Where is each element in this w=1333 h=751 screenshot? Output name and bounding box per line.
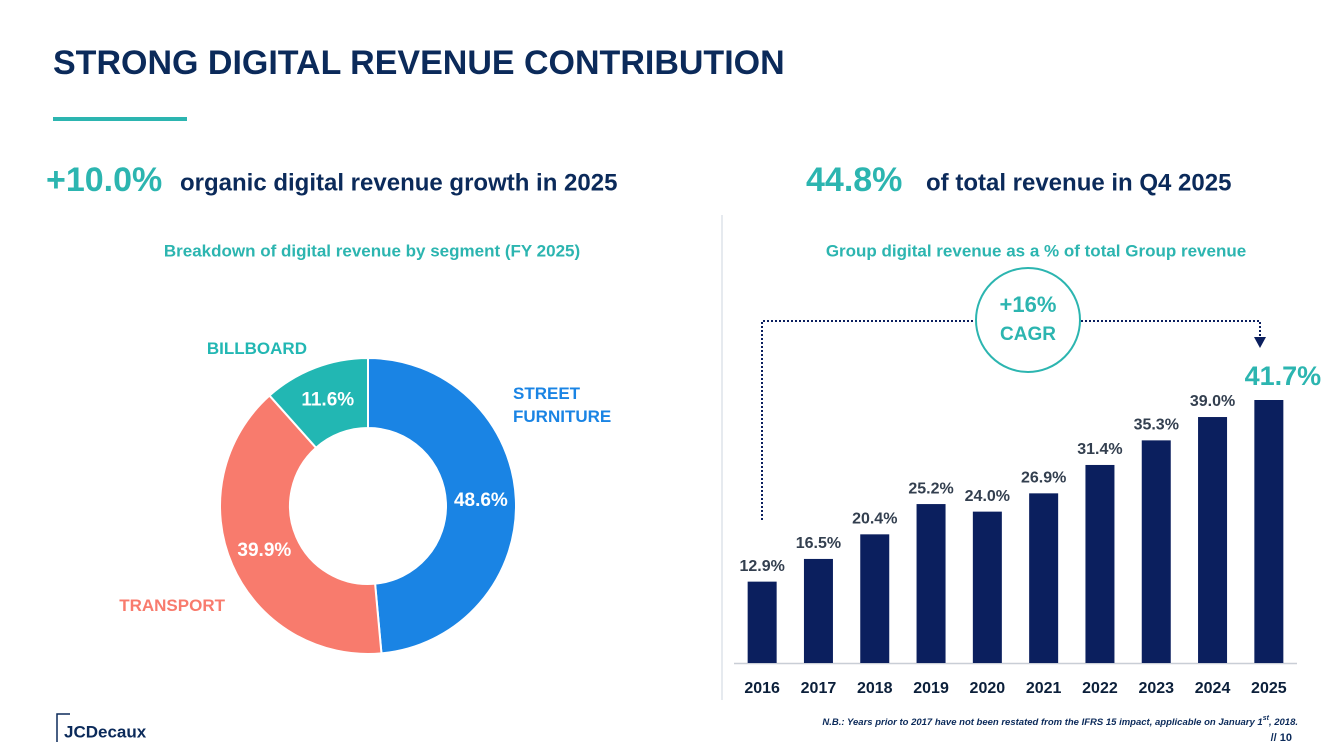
data-label: 26.9% <box>1021 470 1066 487</box>
data-label: 24.0% <box>965 488 1010 505</box>
cagr-circle <box>975 267 1081 373</box>
data-label: 48.6% <box>454 490 508 511</box>
annotation: CAGR <box>1000 324 1056 345</box>
kpi-text: of total revenue in Q4 2025 <box>926 169 1231 196</box>
footnote-text: N.B.: Years prior to 2017 have not been … <box>822 717 1262 728</box>
kpi-text: organic digital revenue growth in 2025 <box>180 169 617 196</box>
category-label: TRANSPORT <box>119 596 225 615</box>
data-label: 39.9% <box>237 540 291 561</box>
footnote-sup: st <box>1263 715 1270 722</box>
cagr-connector <box>761 320 1261 520</box>
data-label: 35.3% <box>1134 417 1179 434</box>
kpi-figure: +10.0% <box>46 161 162 199</box>
x-tick-label: 2023 <box>1138 680 1174 697</box>
bar <box>1141 440 1171 663</box>
chart-title: Breakdown of digital revenue by segment … <box>164 241 580 260</box>
x-tick-label: 2021 <box>1026 680 1062 697</box>
data-label: 20.4% <box>852 511 897 528</box>
x-tick-label: 2019 <box>913 680 949 697</box>
x-tick-label: 2016 <box>744 680 780 697</box>
footnote-text: , 2018. <box>1268 717 1298 728</box>
data-label: 12.9% <box>739 558 784 575</box>
bar <box>1254 400 1284 663</box>
kpi-figure: 44.8% <box>806 161 902 199</box>
data-label: 39.0% <box>1190 393 1235 410</box>
data-label: 31.4% <box>1077 441 1122 458</box>
bar <box>747 581 777 663</box>
category-label: BILLBOARD <box>206 339 307 358</box>
bar <box>1029 493 1059 663</box>
slide-title: STRONG DIGITAL REVENUE CONTRIBUTION <box>53 44 785 82</box>
x-tick-label: 2018 <box>857 680 893 697</box>
title-underline <box>53 117 187 121</box>
donut-segment <box>219 394 383 655</box>
chart-title: Group digital revenue as a % of total Gr… <box>826 241 1246 260</box>
bar <box>1198 417 1228 663</box>
donut-segment <box>268 356 369 450</box>
logo: JCDecaux <box>64 722 147 741</box>
x-tick-label: 2017 <box>801 680 837 697</box>
bar <box>1085 464 1115 663</box>
donut-segment <box>367 356 517 655</box>
page-number: // 10 <box>1271 732 1292 744</box>
logo-bracket <box>56 713 70 742</box>
data-label: 25.2% <box>908 480 953 497</box>
x-tick-label: 2022 <box>1082 680 1118 697</box>
bar <box>803 558 833 663</box>
footnote: N.B.: Years prior to 2017 have not been … <box>822 715 1298 728</box>
category-label: STREET FURNITURE <box>513 384 612 426</box>
data-label: 11.6% <box>301 389 354 410</box>
x-tick-label: 2025 <box>1251 680 1287 697</box>
data-label: 16.5% <box>796 535 841 552</box>
data-label: 41.7% <box>1245 361 1322 391</box>
bar <box>916 504 946 663</box>
x-tick-label: 2020 <box>970 680 1006 697</box>
bar <box>860 534 890 663</box>
bar <box>972 511 1002 663</box>
cagr-arrow <box>1254 337 1266 348</box>
annotation: +16% <box>1000 292 1057 317</box>
x-tick-label: 2024 <box>1195 680 1231 697</box>
